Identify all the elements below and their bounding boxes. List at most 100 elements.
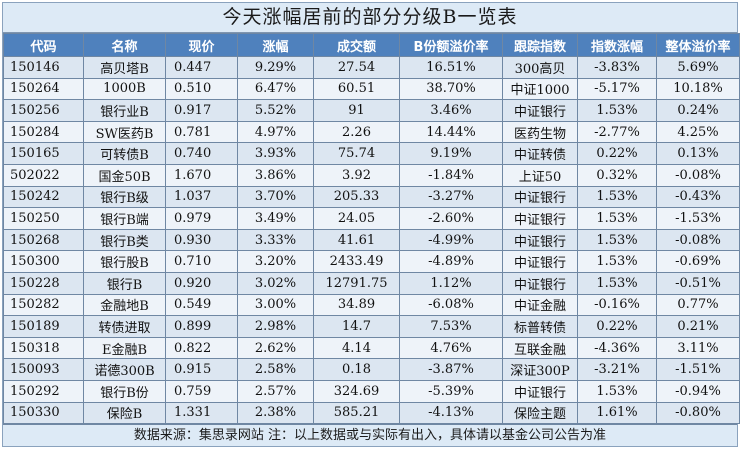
table-row: 150256 银行业B 0.917 5.52% 91 3.46% 中证银行 1.53% 0.24…	[3, 99, 740, 122]
total-premium-cell: 0.13%	[656, 142, 740, 165]
total-premium-cell: 3.11%	[656, 336, 740, 360]
table-row: 150242 银行B级 1.037 3.70% 205.33 -3.27% 中证银行 1.53…	[3, 185, 740, 209]
price-cell: 0.979	[165, 207, 238, 230]
index-change-cell: -5.17%	[577, 77, 657, 101]
b-premium-cell: -3.87%	[399, 358, 503, 381]
b-premium-cell: 9.19%	[399, 142, 503, 165]
name-cell: 转债进取	[83, 315, 166, 338]
b-premium-cell: -6.08%	[399, 293, 503, 317]
total-premium-cell: 10.18%	[656, 77, 740, 101]
index-cell: 中证转债	[502, 142, 578, 165]
index-change-cell: 0.22%	[577, 142, 657, 165]
header-turnover: 成交额	[313, 33, 400, 57]
index-change-cell: 1.53%	[577, 250, 657, 273]
change-cell: 2.98%	[237, 315, 314, 338]
change-cell: 6.47%	[237, 77, 314, 101]
b-premium-cell: 16.51%	[399, 56, 503, 79]
index-change-cell: -3.21%	[577, 358, 657, 381]
table-row: 150165 可转债B 0.740 3.93% 75.74 9.19% 中证转债 0.22% 0…	[3, 142, 740, 165]
b-premium-cell: 1.12%	[399, 271, 503, 295]
name-cell: 1000B	[83, 77, 166, 101]
name-cell: 金融地B	[83, 293, 166, 317]
table-row: 150292 银行B份 0.759 2.57% 324.69 -5.39% 中证银行 1.53…	[3, 379, 740, 403]
index-cell: 中证银行	[502, 207, 578, 230]
total-premium-cell: 5.69%	[656, 56, 740, 79]
index-change-cell: 1.53%	[577, 379, 657, 403]
b-premium-cell: 7.53%	[399, 315, 503, 338]
total-premium-cell: -1.51%	[656, 358, 740, 381]
change-cell: 9.29%	[237, 56, 314, 79]
turnover-cell: 2.26	[313, 120, 400, 144]
table-row: 150264 1000B 0.510 6.47% 60.51 38.70% 中证1000 -5…	[3, 77, 740, 101]
turnover-cell: 585.21	[313, 401, 400, 425]
price-cell: 1.037	[165, 185, 238, 209]
total-premium-cell: -1.53%	[656, 207, 740, 230]
header-row: 代码 名称 现价 涨幅 成交额 B份额溢价率 跟踪指数 指数涨幅 整体溢价率	[3, 33, 740, 57]
turnover-cell: 24.05	[313, 207, 400, 230]
code-cell: 150146	[3, 56, 84, 79]
change-cell: 3.20%	[237, 250, 314, 273]
index-cell: 中证银行	[502, 271, 578, 295]
change-cell: 2.38%	[237, 401, 314, 425]
index-cell: 互联金融	[502, 336, 578, 360]
name-cell: E金融B	[83, 336, 166, 360]
b-premium-cell: -5.39%	[399, 379, 503, 403]
price-cell: 0.710	[165, 250, 238, 273]
code-cell: 150282	[3, 293, 84, 317]
code-cell: 150284	[3, 120, 84, 144]
change-cell: 3.49%	[237, 207, 314, 230]
name-cell: 可转债B	[83, 142, 166, 165]
code-cell: 150189	[3, 315, 84, 338]
turnover-cell: 91	[313, 99, 400, 122]
price-cell: 0.759	[165, 379, 238, 403]
b-premium-cell: -4.99%	[399, 228, 503, 252]
total-premium-cell: -0.08%	[656, 163, 740, 187]
index-change-cell: 1.53%	[577, 99, 657, 122]
table-row: 502022 国金50B 1.670 3.86% 3.92 -1.84% 上证50 0.32%…	[3, 163, 740, 187]
table-row: 150318 E金融B 0.822 2.62% 4.14 4.76% 互联金融 -4.36% 3…	[3, 336, 740, 360]
name-cell: 银行B端	[83, 207, 166, 230]
index-change-cell: -3.83%	[577, 56, 657, 79]
name-cell: 银行B份	[83, 379, 166, 403]
turnover-cell: 205.33	[313, 185, 400, 209]
index-change-cell: 0.32%	[577, 163, 657, 187]
price-cell: 0.822	[165, 336, 238, 360]
name-cell: 银行B	[83, 271, 166, 295]
change-cell: 4.97%	[237, 120, 314, 144]
price-cell: 0.920	[165, 271, 238, 295]
b-premium-cell: -1.84%	[399, 163, 503, 187]
index-cell: 标普转债	[502, 315, 578, 338]
price-cell: 0.549	[165, 293, 238, 317]
price-cell: 0.930	[165, 228, 238, 252]
name-cell: 国金50B	[83, 163, 166, 187]
change-cell: 5.52%	[237, 99, 314, 122]
code-cell: 150300	[3, 250, 84, 273]
b-premium-cell: 4.76%	[399, 336, 503, 360]
index-cell: 中证银行	[502, 250, 578, 273]
index-change-cell: 1.61%	[577, 401, 657, 425]
turnover-cell: 60.51	[313, 77, 400, 101]
index-cell: 中证银行	[502, 228, 578, 252]
table-body: 150146 高贝塔B 0.447 9.29% 27.54 16.51% 300高贝 -3.8…	[3, 56, 740, 425]
b-premium-cell: -3.27%	[399, 185, 503, 209]
change-cell: 3.70%	[237, 185, 314, 209]
index-change-cell: 1.53%	[577, 271, 657, 295]
b-premium-cell: -2.60%	[399, 207, 503, 230]
name-cell: SW医药B	[83, 120, 166, 144]
name-cell: 银行B级	[83, 185, 166, 209]
total-premium-cell: -0.69%	[656, 250, 740, 273]
header-total-premium: 整体溢价率	[656, 33, 740, 57]
turnover-cell: 2433.49	[313, 250, 400, 273]
header-index: 跟踪指数	[502, 33, 578, 57]
turnover-cell: 14.7	[313, 315, 400, 338]
table-row: 150189 转债进取 0.899 2.98% 14.7 7.53% 标普转债 0.22% 0.…	[3, 315, 740, 338]
change-cell: 2.57%	[237, 379, 314, 403]
index-cell: 中证银行	[502, 379, 578, 403]
index-cell: 保险主题	[502, 401, 578, 425]
header-code: 代码	[3, 33, 84, 57]
turnover-cell: 41.61	[313, 228, 400, 252]
index-change-cell: -4.36%	[577, 336, 657, 360]
index-cell: 医药生物	[502, 120, 578, 144]
footer-note: 数据来源：集思录网站 注：以上数据或与实际有出入，具体请以基金公司公告为准	[3, 424, 737, 447]
